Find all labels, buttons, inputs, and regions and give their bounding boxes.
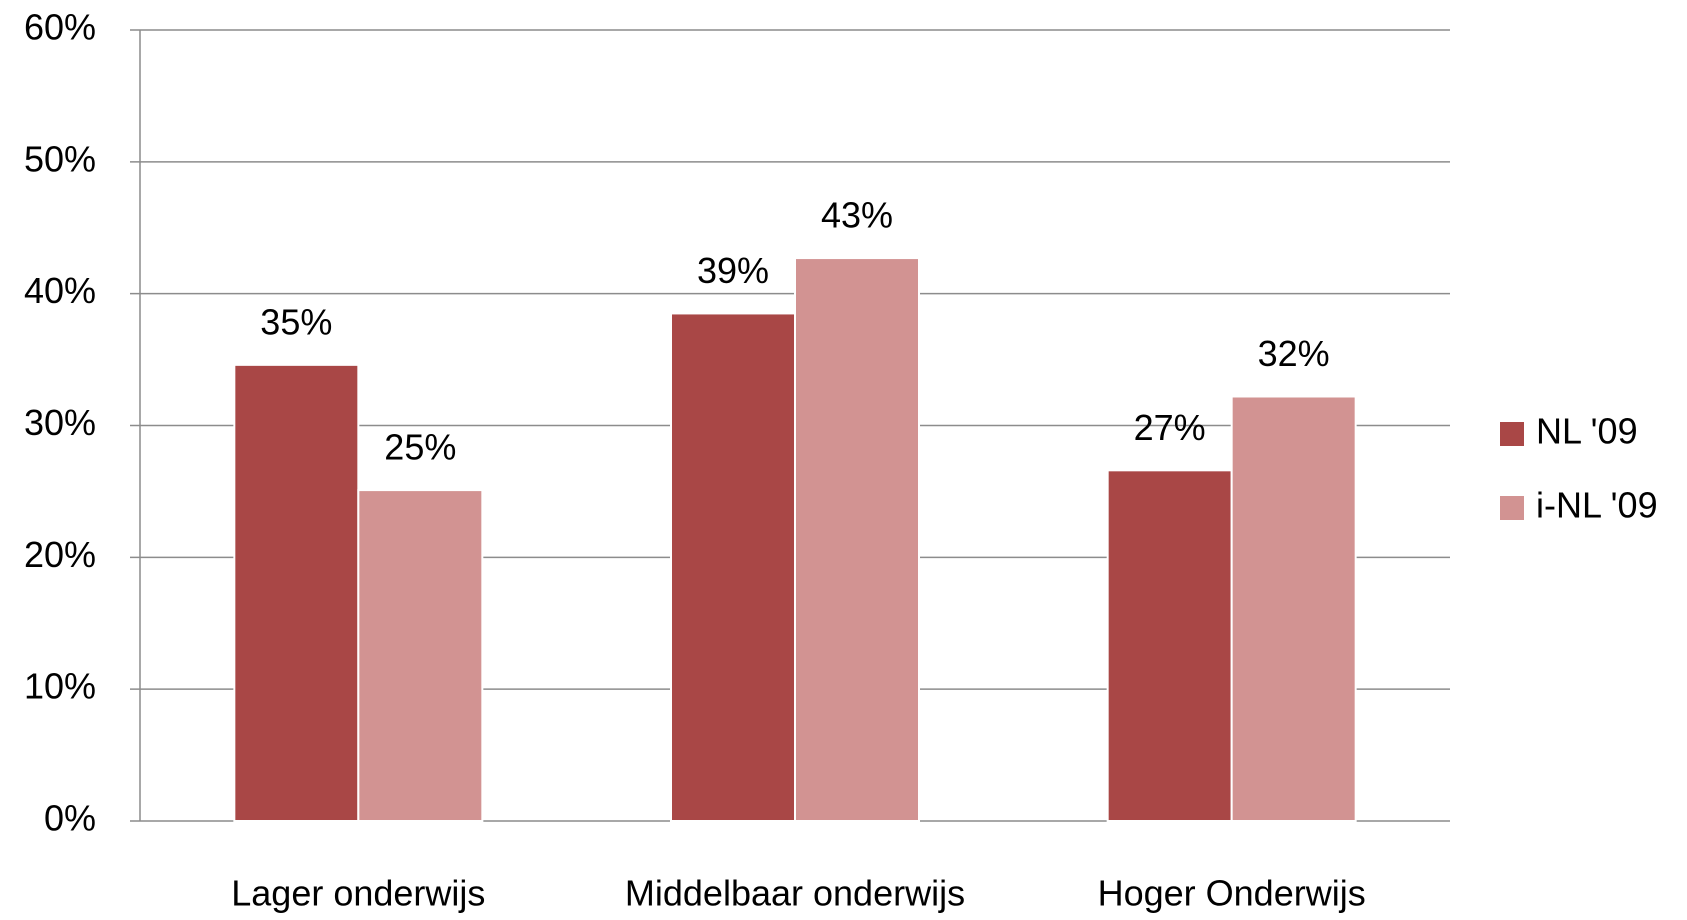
x-tick-label: Middelbaar onderwijs [625, 873, 965, 914]
y-tick-label: 30% [24, 402, 96, 443]
data-label: 35% [260, 301, 332, 342]
legend-swatch [1500, 422, 1524, 446]
bar [794, 257, 920, 822]
y-tick-label: 40% [24, 270, 96, 311]
y-tick-label: 0% [44, 798, 96, 839]
legend-label: i-NL '09 [1536, 485, 1658, 526]
y-tick-label: 60% [24, 7, 96, 48]
bar [1230, 395, 1357, 822]
data-label: 32% [1258, 333, 1330, 374]
x-tick-label: Hoger Onderwijs [1098, 873, 1366, 914]
legend-label: NL '09 [1536, 411, 1638, 452]
data-label: 27% [1134, 407, 1206, 448]
data-label: 43% [821, 195, 893, 236]
bar [1106, 469, 1233, 822]
data-label: 25% [384, 427, 456, 468]
bar [670, 312, 796, 822]
x-tick-label: Lager onderwijs [231, 873, 485, 914]
bar [357, 489, 484, 822]
y-tick-label: 20% [24, 534, 96, 575]
y-tick-label: 50% [24, 138, 96, 179]
data-label: 39% [697, 250, 769, 291]
bar [233, 363, 360, 822]
legend-swatch [1500, 496, 1524, 520]
y-tick-label: 10% [24, 666, 96, 707]
